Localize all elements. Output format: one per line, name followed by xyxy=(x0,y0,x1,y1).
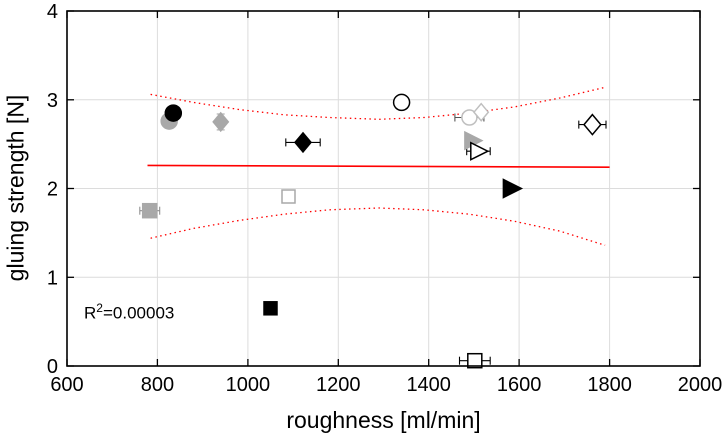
marker-circle xyxy=(164,104,183,122)
x-tick-label: 1400 xyxy=(406,374,451,396)
marker-diamond xyxy=(294,131,312,154)
marker-square xyxy=(263,301,278,316)
marker-diamond xyxy=(212,111,230,133)
r-squared-annotation: R2=0.00003 xyxy=(84,301,174,324)
x-tick-label: 2000 xyxy=(678,374,722,396)
fit-line xyxy=(147,164,610,168)
r-squared-base: R xyxy=(84,303,97,323)
r-squared-value: =0.00003 xyxy=(102,303,175,323)
x-tick-label: 1200 xyxy=(316,374,361,396)
y-tick-label: 4 xyxy=(47,1,58,23)
marker-circle xyxy=(461,109,478,126)
confidence-band-lower xyxy=(150,207,606,246)
marker-square xyxy=(281,189,296,204)
x-tick-label: 600 xyxy=(50,374,83,396)
x-tick-label: 1800 xyxy=(587,374,632,396)
x-tick-label: 1000 xyxy=(226,374,271,396)
marker-triangle-right xyxy=(502,178,524,199)
y-axis-label: gluing strength [N] xyxy=(2,94,29,282)
marker-triangle-right xyxy=(470,141,490,161)
marker-diamond xyxy=(583,113,602,136)
marker-circle xyxy=(392,93,411,112)
y-tick-label: 1 xyxy=(47,267,58,289)
marker-square xyxy=(141,202,158,219)
marker-diamond xyxy=(473,102,490,122)
x-axis-label: roughness [ml/min] xyxy=(286,407,481,433)
r-squared-sup: 2 xyxy=(96,301,103,315)
y-tick-label: 0 xyxy=(47,356,58,378)
confidence-band-upper xyxy=(150,86,606,120)
y-tick-label: 2 xyxy=(47,179,58,201)
x-tick-label: 800 xyxy=(141,374,174,396)
marker-square xyxy=(467,352,483,369)
x-tick-label: 1600 xyxy=(497,374,542,396)
y-tick-label: 3 xyxy=(47,90,58,112)
